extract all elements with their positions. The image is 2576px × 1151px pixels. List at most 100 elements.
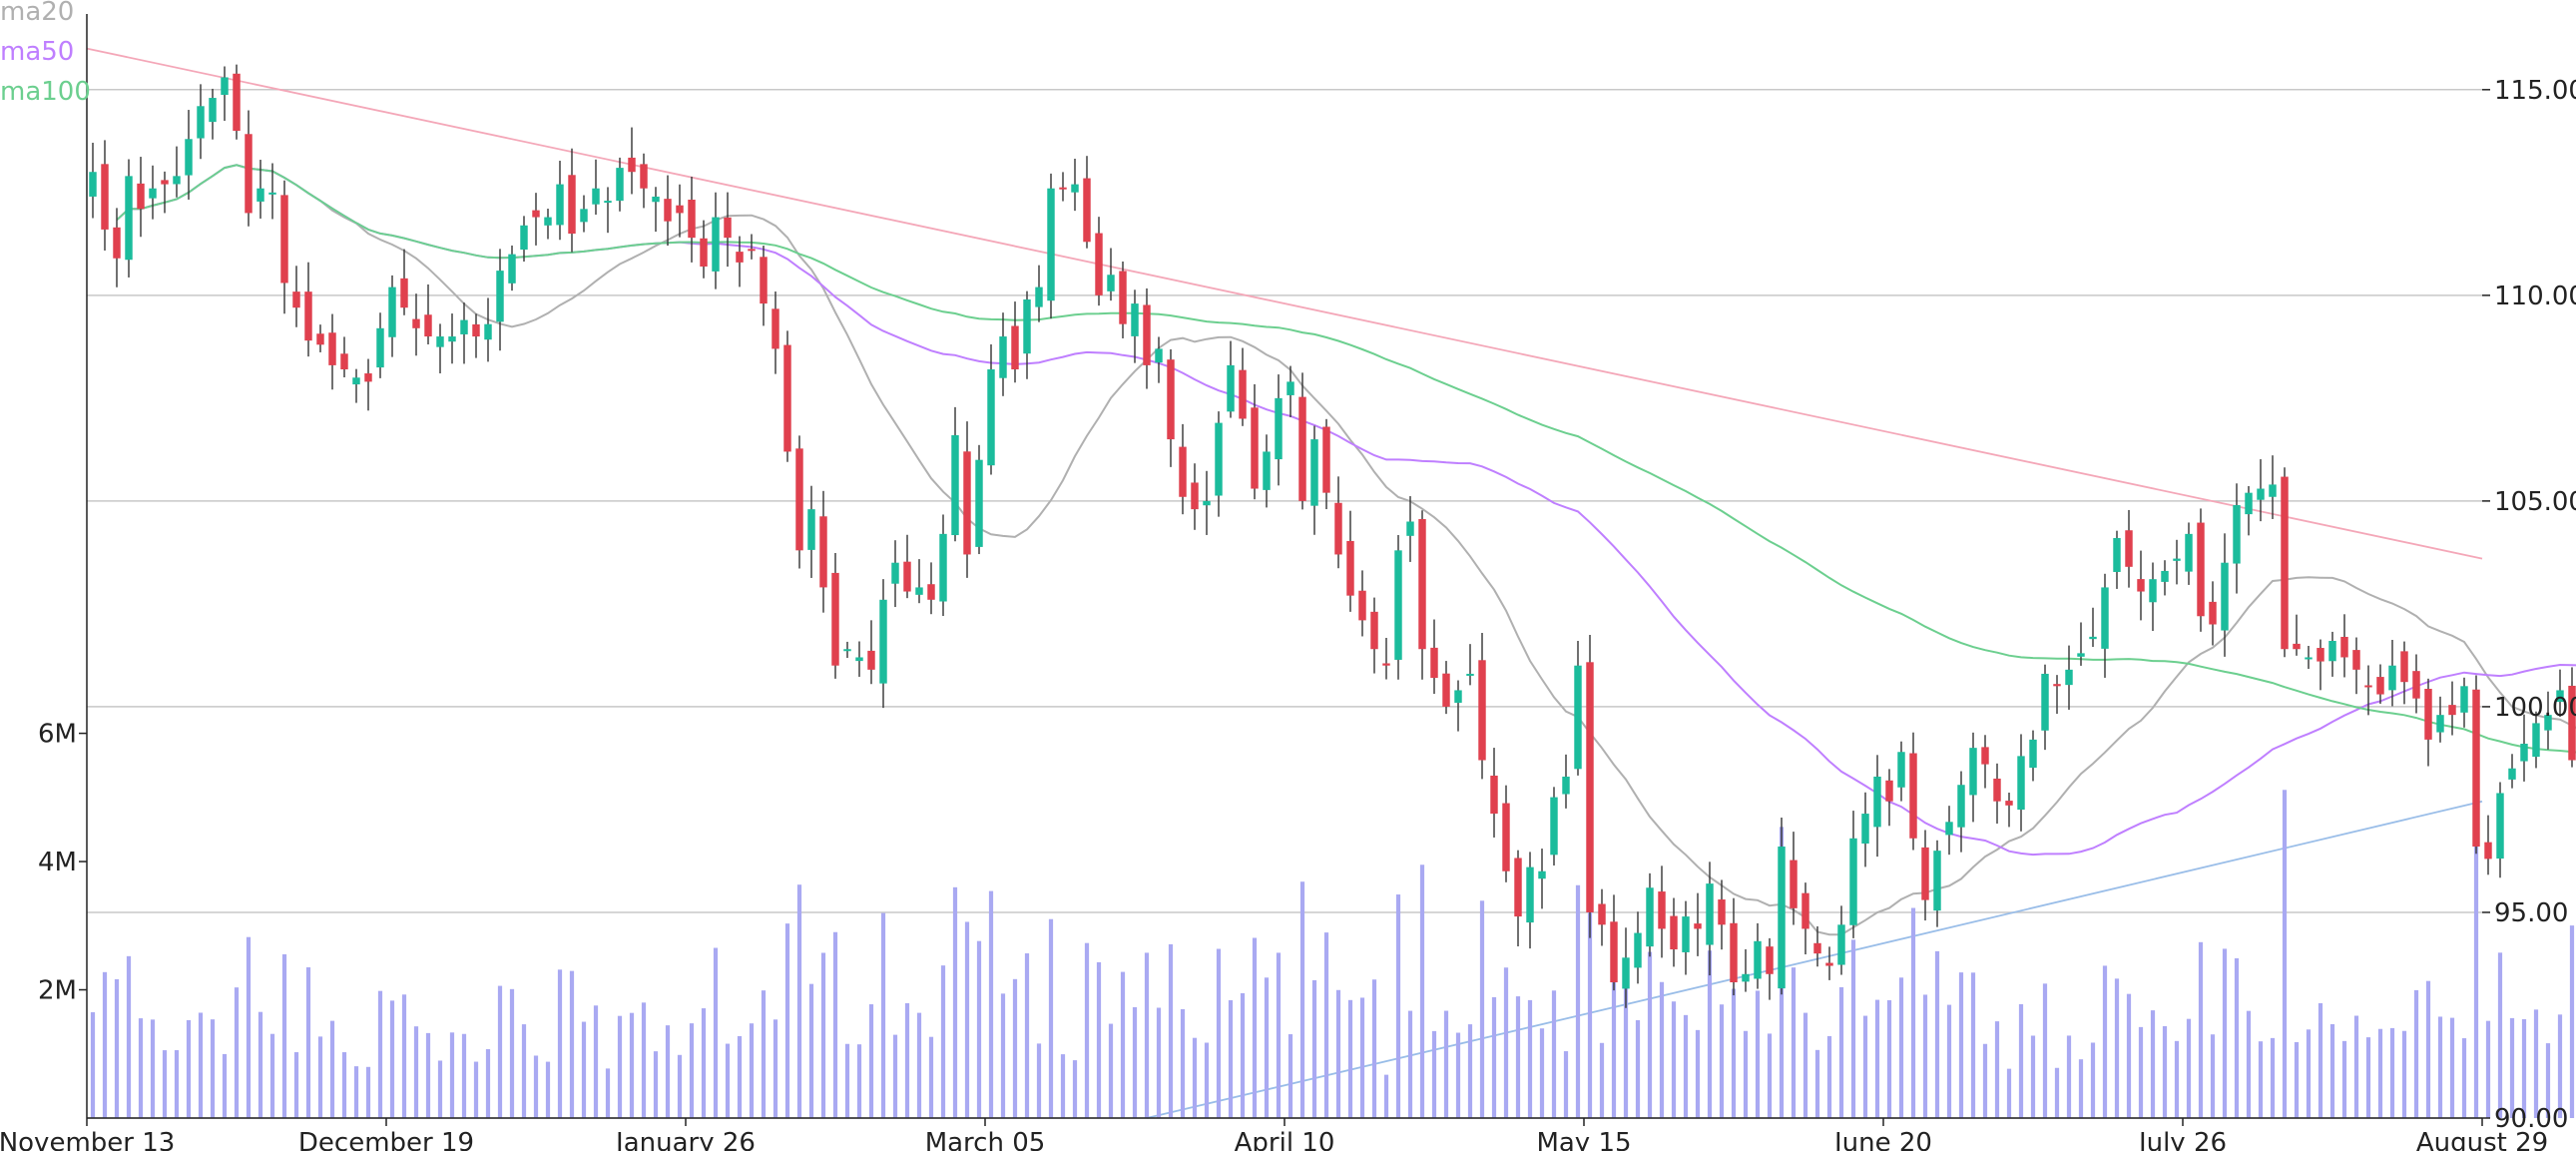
candle [1179,423,1187,515]
volume-bar [90,1012,96,1118]
candle [628,127,636,195]
volume-bar [114,978,120,1118]
candle-body [2005,801,2013,806]
volume-bar [1743,1030,1749,1118]
candle [1502,785,1510,882]
volume-bar [1683,1014,1689,1118]
volume-bar [1096,961,1102,1118]
candle [2113,530,2121,589]
volume-bar [737,1035,743,1118]
candle-body [855,657,863,662]
candle-body [1430,647,1438,679]
candle-body [1921,847,1929,900]
candle [2293,614,2301,656]
volume-bar [641,1002,647,1118]
candle [2185,522,2193,585]
candle [2089,607,2097,647]
candle-body [412,318,420,328]
candle-body [760,257,768,304]
candle [364,358,372,411]
candle [1394,535,1402,680]
candle-body [2352,650,2360,670]
candle-body [2412,671,2420,699]
candle [2544,691,2552,750]
volume-bar [2162,1025,2168,1118]
candle-body [568,175,576,235]
volume-bar [401,994,407,1118]
axes: 90.00 95.00 100.00 105.00 110.00 115.00 Novemb… [0,14,2576,1151]
candle-body [304,291,312,341]
candle-body [592,188,600,205]
candle-body [113,227,121,259]
candle-body [520,225,528,251]
candle-body [472,323,480,337]
volume-bar [1862,1015,1868,1118]
candle [496,249,504,351]
candle-body [867,650,875,670]
candle-body [1406,521,1414,536]
candle [1298,372,1306,510]
date-tick-label: May 15 [1536,1128,1631,1151]
volume-bar [1575,884,1581,1118]
volume-bar [2066,1035,2072,1118]
candle [1442,661,1450,715]
candle [388,275,396,357]
candle [1035,265,1043,322]
candle [1909,732,1917,851]
volume-bar [1000,993,1006,1118]
candle [1790,832,1798,925]
candle [640,153,648,209]
candle [1730,897,1738,996]
candle-body [1909,753,1917,839]
volume-bar [2150,1010,2156,1118]
candle-body [1155,348,1163,363]
candle-body [1933,851,1941,911]
volume-bar [820,952,826,1118]
volume-bar [1276,952,1282,1118]
candle-body [1167,359,1175,440]
candle [1849,811,1857,938]
candle-body [1035,287,1043,307]
candle-body [783,344,791,452]
candle [1778,817,1786,995]
volume-bar [2198,941,2204,1118]
candle [484,297,492,362]
volume-bar [581,1021,587,1118]
volume-bar [1527,999,1533,1118]
candle [760,246,768,326]
candle [209,88,217,140]
volume-bar [1371,979,1377,1118]
candle [855,641,863,677]
candle [1634,911,1642,984]
candle [975,444,983,555]
volume-bar [1659,981,1665,1118]
candle-body [2544,715,2552,731]
volume-bar [365,1066,371,1118]
volume-bar [2318,1002,2323,1118]
volume-bar [1934,950,1940,1118]
volume-bar [2018,1003,2024,1118]
candle-body [496,271,504,322]
candle-body [2257,488,2265,500]
candle-body [2388,665,2396,691]
candle-body [1837,924,1845,965]
candle [113,208,121,288]
candle-body [2364,685,2372,688]
candle-body [1275,397,1283,460]
candle [2484,815,2492,875]
candle [1646,872,1654,957]
candle-body [1059,187,1067,190]
candle-body [999,336,1007,378]
candle [508,245,516,291]
candle [1370,597,1378,674]
candle [1275,374,1283,486]
volume-bar [2282,790,2288,1118]
candle-body [1682,916,1690,952]
candle-body [1298,396,1306,501]
candle-body [1514,858,1522,917]
candle [221,66,229,122]
volume-bar [377,990,383,1118]
volume-bar [533,1055,539,1118]
candle [2472,675,2480,855]
